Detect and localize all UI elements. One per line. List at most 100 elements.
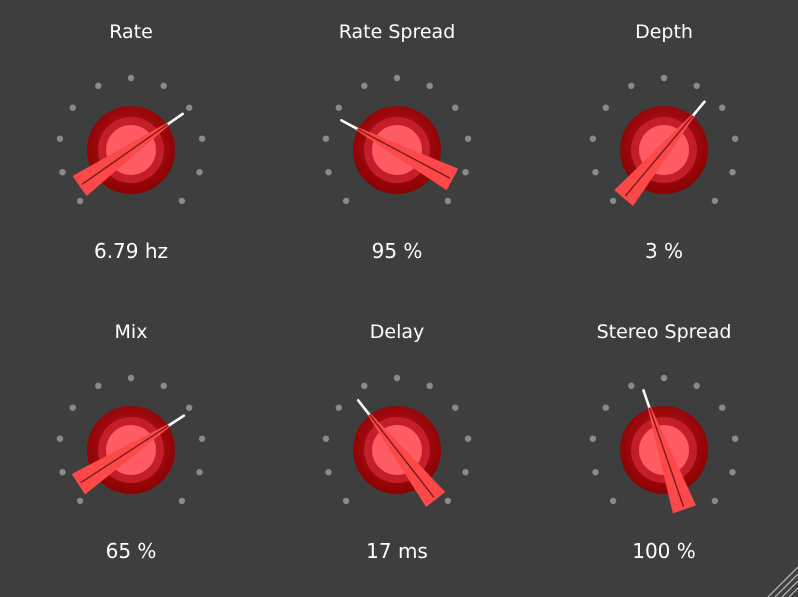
tick-dot <box>589 135 597 142</box>
mix-knob[interactable] <box>31 350 231 530</box>
rate-spread-knob[interactable] <box>297 50 497 230</box>
tick-dot <box>59 469 66 476</box>
tick-dot <box>160 82 167 89</box>
tick-dot <box>711 497 719 505</box>
tick-dot <box>592 469 599 476</box>
knob-pointer-wedge <box>71 416 183 495</box>
tick-dot <box>76 497 84 505</box>
tick-dot <box>729 169 736 176</box>
stereo-spread-knob[interactable] <box>564 350 764 530</box>
tick-dot <box>711 197 719 205</box>
tick-dot <box>127 74 135 82</box>
depth-knob[interactable] <box>564 50 764 230</box>
tick-dot <box>426 82 433 89</box>
tick-dot <box>342 197 350 205</box>
delay-knob[interactable] <box>297 350 497 530</box>
knob-pointer-line <box>360 403 435 498</box>
tick-dot <box>95 82 102 89</box>
tick-dot <box>325 469 332 476</box>
knob-value-readout: 3 % <box>644 239 684 263</box>
tick-dot <box>719 104 726 111</box>
tick-dot <box>178 197 186 205</box>
tick-dot <box>127 374 135 382</box>
knob-pointer-line <box>81 116 179 185</box>
knob-label: Depth <box>635 21 693 43</box>
tick-dot <box>56 135 64 142</box>
tick-dot <box>693 382 700 389</box>
tick-dot <box>609 497 617 505</box>
tick-dot <box>393 374 401 382</box>
tick-dot <box>95 382 102 389</box>
knob-pointer-line <box>80 417 180 484</box>
knob-value-readout: 6.79 hz <box>93 239 169 263</box>
tick-dot <box>719 404 726 411</box>
knob-pointer-wedge <box>643 391 696 514</box>
knob-value-readout: 65 % <box>105 539 157 563</box>
tick-dot <box>731 435 739 442</box>
knob-label: Stereo Spread <box>596 321 732 343</box>
tick-dot <box>69 404 76 411</box>
knob-cell-mix: Mix 65 % <box>31 300 231 563</box>
tick-dot <box>426 382 433 389</box>
tick-dot <box>462 169 469 176</box>
knob-cell-stereo-spread: Stereo Spread 100 % <box>564 300 764 563</box>
tick-dot <box>186 104 193 111</box>
knob-value-readout: 17 ms <box>366 539 428 563</box>
tick-dot <box>160 382 167 389</box>
tick-dot <box>335 404 342 411</box>
tick-dot <box>196 469 203 476</box>
knob-pointer-tip <box>167 112 184 125</box>
tick-dot <box>444 497 452 505</box>
tick-dot <box>729 469 736 476</box>
knob-pointer-tip <box>168 414 186 427</box>
knob-pointer-tip <box>356 399 370 416</box>
tick-dot <box>361 382 368 389</box>
knob-cell-depth: Depth 3 % <box>564 0 764 263</box>
tick-dot <box>609 197 617 205</box>
tick-dot <box>452 404 459 411</box>
tick-dot <box>56 435 64 442</box>
tick-dot <box>602 404 609 411</box>
knob-cell-rate-spread: Rate Spread 95 % <box>297 0 497 263</box>
tick-dot <box>393 74 401 82</box>
knob-pointer-line <box>624 105 702 197</box>
tick-dot <box>325 169 332 176</box>
tick-dot <box>731 135 739 142</box>
knob-value-readout: 100 % <box>632 539 696 563</box>
knob-cell-rate: Rate 6.79 hz <box>31 0 231 263</box>
knob-pointer-wedge <box>342 120 459 191</box>
knob-pointer-tip <box>340 119 358 130</box>
knob-label: Rate <box>109 21 153 43</box>
tick-dot <box>361 82 368 89</box>
tick-dot <box>628 82 635 89</box>
tick-dot <box>464 135 472 142</box>
tick-dot <box>602 104 609 111</box>
tick-dot <box>335 104 342 111</box>
tick-dot <box>342 497 350 505</box>
tick-dot <box>660 374 668 382</box>
tick-dot <box>198 135 206 142</box>
knob-label: Delay <box>369 321 425 343</box>
tick-dot <box>196 169 203 176</box>
resize-grip-icon[interactable] <box>762 561 798 597</box>
knob-value-readout: 95 % <box>371 239 423 263</box>
tick-dot <box>76 197 84 205</box>
knob-pointer-line <box>644 394 685 507</box>
knob-label: Mix <box>114 321 148 343</box>
tick-dot <box>322 135 330 142</box>
tick-dot <box>452 104 459 111</box>
knob-pointer-wedge <box>72 114 182 196</box>
tick-dot <box>592 169 599 176</box>
tick-dot <box>462 469 469 476</box>
tick-dot <box>444 197 452 205</box>
rate-knob[interactable] <box>31 50 231 230</box>
knob-pointer-tip <box>642 389 651 408</box>
tick-dot <box>693 82 700 89</box>
tick-dot <box>69 104 76 111</box>
knob-cell-delay: Delay 17 ms <box>297 300 497 563</box>
knob-pointer-line <box>345 122 451 179</box>
tick-dot <box>589 435 597 442</box>
tick-dot <box>198 435 206 442</box>
knob-label: Rate Spread <box>338 21 456 43</box>
